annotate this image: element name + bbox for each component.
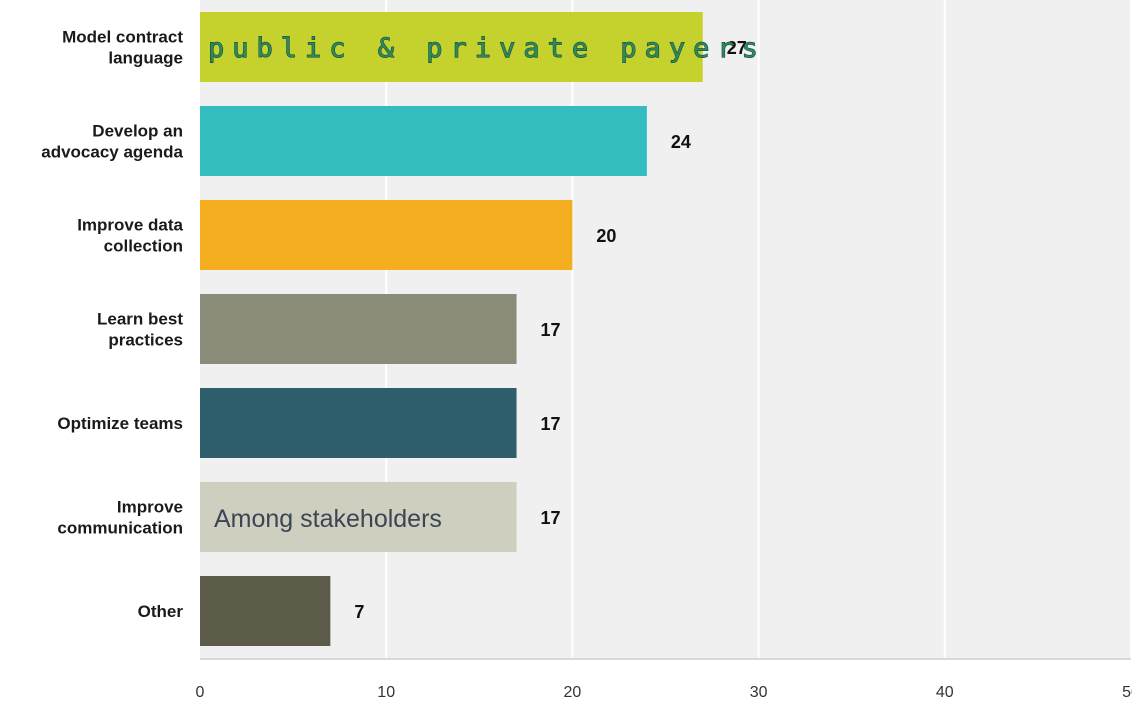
bar	[200, 294, 517, 364]
bar-value-label: 20	[596, 226, 616, 246]
category-label-line: advocacy agenda	[41, 143, 183, 162]
category-label: Learn best practices	[97, 310, 183, 350]
x-tick-label: 20	[564, 684, 582, 701]
bar-value-label: 17	[541, 414, 561, 434]
x-tick-label: 10	[377, 684, 395, 701]
category-label-line: language	[108, 49, 183, 68]
x-tick-label: 50	[1122, 684, 1132, 701]
bar-value-label: 7	[354, 602, 364, 622]
category-label-line: practices	[108, 331, 183, 350]
category-label-line: Model contract	[62, 28, 183, 47]
bar-value-label: 17	[541, 320, 561, 340]
category-label-line: Develop an	[92, 122, 183, 141]
category-label-line: Improve	[117, 498, 183, 517]
category-label-line: Other	[138, 602, 184, 621]
category-label: Optimize teams	[57, 414, 183, 433]
x-tick-label: 40	[936, 684, 954, 701]
category-label-line: Improve data	[77, 216, 183, 235]
x-tick-label: 30	[750, 684, 768, 701]
category-label: Other	[138, 602, 184, 621]
category-label-line: Learn best	[97, 310, 183, 329]
bar	[200, 388, 517, 458]
category-label-line: Optimize teams	[57, 414, 183, 433]
bar	[200, 482, 517, 552]
category-label-line: collection	[104, 237, 183, 256]
annotation-stakeholders: Among stakeholders	[214, 505, 442, 533]
category-label: Improve communication	[57, 498, 183, 538]
category-label: Improve data collection	[77, 216, 183, 256]
bar-value-label: 24	[671, 132, 691, 152]
x-tick-label: 0	[196, 684, 205, 701]
bar	[200, 12, 703, 82]
bar	[200, 576, 331, 646]
bar-value-label: 27	[727, 38, 747, 58]
category-label: Develop an advocacy agenda	[41, 122, 183, 162]
bar-value-label: 17	[541, 508, 561, 528]
category-label: Model contract language	[62, 28, 183, 68]
bar	[200, 200, 573, 270]
bar	[200, 106, 647, 176]
annotation-payers: public & private payers	[208, 33, 766, 64]
category-label-line: communication	[57, 519, 183, 538]
